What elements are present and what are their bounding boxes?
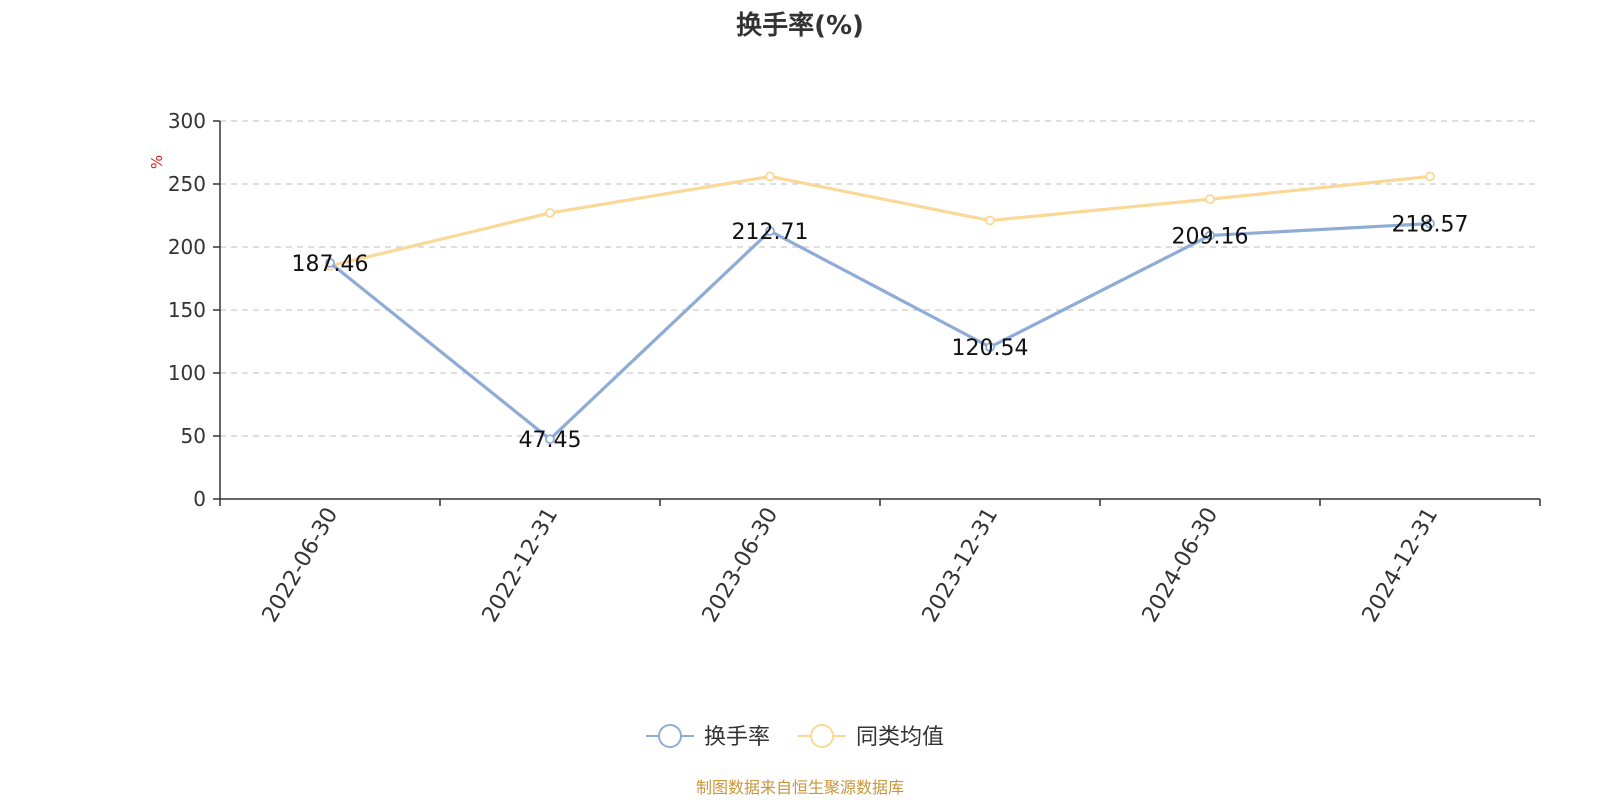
chart-title: 换手率(%) [736,10,864,41]
series-lines [325,171,1435,445]
data-label: 218.57 [1392,213,1469,238]
series-point [1425,218,1435,229]
series-point [765,171,775,182]
x-tick-label: 2022-06-30 [258,504,344,627]
gridlines [220,120,1540,437]
series-line-1 [329,174,1431,268]
y-axis-unit: % [148,155,166,169]
legend-label: 同类均值 [856,725,944,750]
data-label: 209.16 [1172,224,1249,249]
x-tick-label: 2024-06-30 [1138,504,1224,627]
y-tick-label: 50 [181,424,206,448]
legend-circle-icon [810,724,834,748]
legend-label: 换手率 [704,725,770,750]
series-line-0 [328,222,1431,441]
series-point [985,215,995,226]
data-labels: 187.46 47.45 212.71 120.54 209.16 218.57 [292,213,1469,454]
data-label: 187.46 [292,252,369,277]
legend-item-1[interactable]: 同类均值 [798,724,944,750]
series-point [765,226,775,236]
series-point [1205,230,1215,241]
legend[interactable]: 换手率 同类均值 [646,724,944,750]
y-tick-label: 100 [168,361,206,385]
y-tick-label: 0 [193,487,206,511]
series-point [1205,194,1215,205]
legend-item-0[interactable]: 换手率 [646,724,770,750]
y-tick-label: 250 [168,172,206,196]
data-label: 120.54 [952,336,1029,361]
x-tick-label: 2022-12-31 [478,504,564,627]
y-tick-label: 300 [168,109,206,133]
x-tick-label: 2023-06-30 [698,504,784,627]
data-label: 47.45 [519,428,582,453]
series-point [545,434,555,445]
series-point [985,342,995,353]
y-tick-label: 200 [168,235,206,259]
x-tick-label: 2024-12-31 [1358,504,1444,627]
x-tick-label: 2023-12-31 [918,504,1004,627]
legend-circle-icon [658,724,682,748]
data-source-note: 制图数据来自恒生聚源数据库 [696,778,904,797]
data-label: 212.71 [732,220,809,245]
series-point [545,208,555,218]
y-tick-label: 150 [168,298,206,322]
series-point [325,257,335,268]
series-point [1425,171,1435,182]
